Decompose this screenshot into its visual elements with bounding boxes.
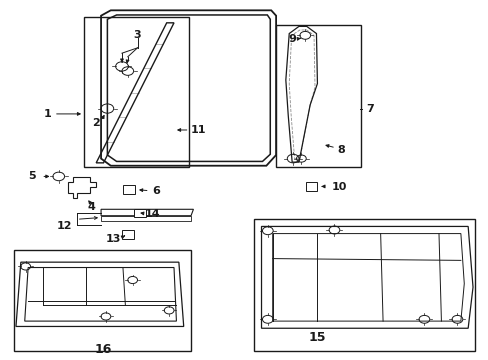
Text: 14: 14 [144,209,160,219]
Bar [84,18,188,167]
Bar [122,230,133,239]
Bar [305,182,317,191]
Text: 16: 16 [95,343,112,356]
Text: 11: 11 [191,125,206,135]
Bar [123,185,135,194]
Bar [254,219,474,351]
Bar [276,24,361,167]
Text: 5: 5 [28,171,35,181]
Text: 7: 7 [366,104,373,113]
Text: 1: 1 [43,109,51,119]
Bar [14,249,191,351]
Text: 3: 3 [133,30,141,40]
Bar [134,208,145,217]
Text: 8: 8 [336,145,344,155]
Text: 6: 6 [152,186,160,196]
Text: 12: 12 [56,221,72,231]
Text: 9: 9 [287,34,296,44]
Text: 10: 10 [331,182,346,192]
Text: 13: 13 [106,234,121,244]
Text: 4: 4 [87,202,95,212]
Text: 2: 2 [92,118,100,128]
Text: 15: 15 [308,331,325,344]
